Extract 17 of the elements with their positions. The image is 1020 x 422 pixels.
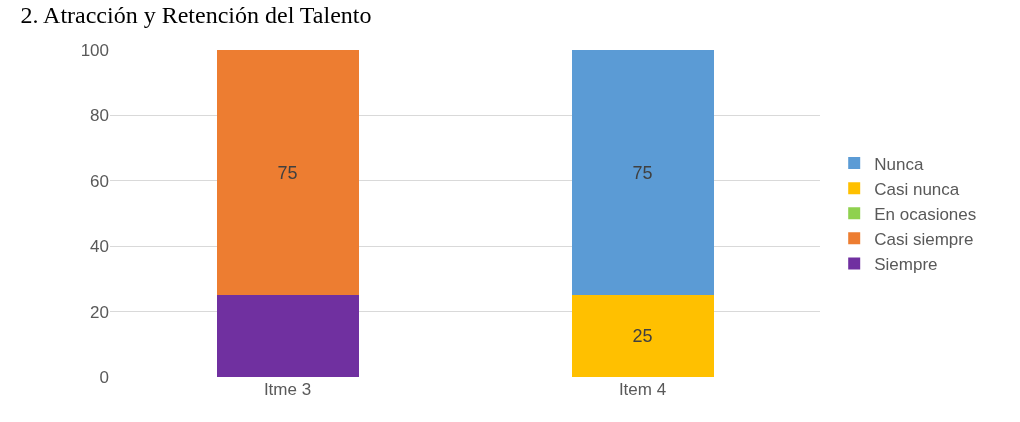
y-tick-label: 80 [90, 106, 109, 126]
data-label: 75 [277, 162, 298, 183]
x-tick-label: Itme 3 [263, 380, 312, 399]
legend-label: Casi nunca [874, 179, 960, 199]
x-tick-label: Item 4 [618, 380, 667, 399]
legend-label: En ocasiones [874, 204, 977, 224]
y-tick-label: 60 [90, 171, 109, 191]
y-tick-label: 100 [80, 40, 109, 60]
y-tick-label: 0 [99, 367, 109, 387]
legend-label: Siempre [874, 255, 938, 275]
y-tick-label: 40 [90, 237, 109, 257]
chart-title: 2. Atracción y Retención del Talento [20, 2, 372, 29]
y-tick-label: 20 [90, 302, 109, 322]
legend-label: Casi siempre [874, 229, 974, 249]
legend-label: Nunca [874, 154, 924, 174]
data-label: 25 [632, 326, 653, 347]
data-label: 75 [632, 162, 653, 183]
